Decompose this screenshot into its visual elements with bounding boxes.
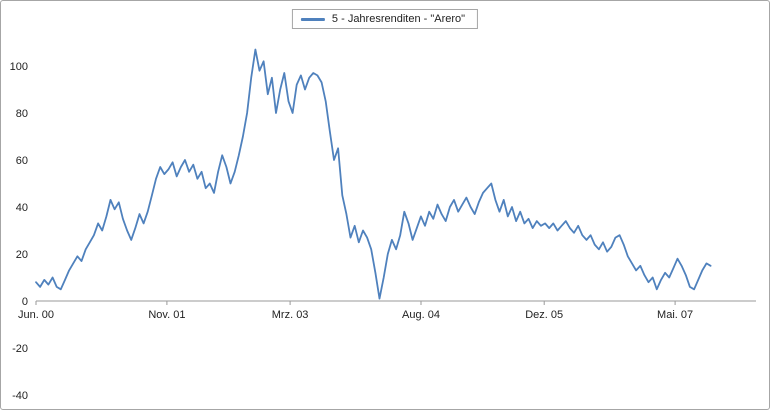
x-axis-label: Mai. 07 [657, 309, 693, 321]
y-axis-label: 60 [16, 155, 28, 167]
legend-label: 5 - Jahresrenditen - "Arero" [331, 13, 466, 25]
y-axis-label: 20 [16, 249, 28, 261]
y-axis-label: -20 [12, 343, 28, 355]
y-axis-label: 80 [16, 108, 28, 120]
y-axis-label: 40 [16, 202, 28, 214]
y-axis-label: 0 [22, 296, 28, 308]
x-axis-label: Dez. 05 [525, 309, 563, 321]
chart-legend: 5 - Jahresrenditen - "Arero" [291, 9, 479, 29]
legend-line-sample [300, 17, 325, 21]
x-axis-label: Nov. 01 [148, 309, 185, 321]
x-axis-label: Mrz. 03 [272, 309, 309, 321]
x-axis-label: Aug. 04 [402, 309, 440, 321]
y-axis-label: 100 [10, 61, 28, 73]
data-series-line [35, 48, 712, 300]
y-axis-label: -40 [12, 390, 28, 402]
x-axis-label: Jun. 00 [18, 309, 54, 321]
